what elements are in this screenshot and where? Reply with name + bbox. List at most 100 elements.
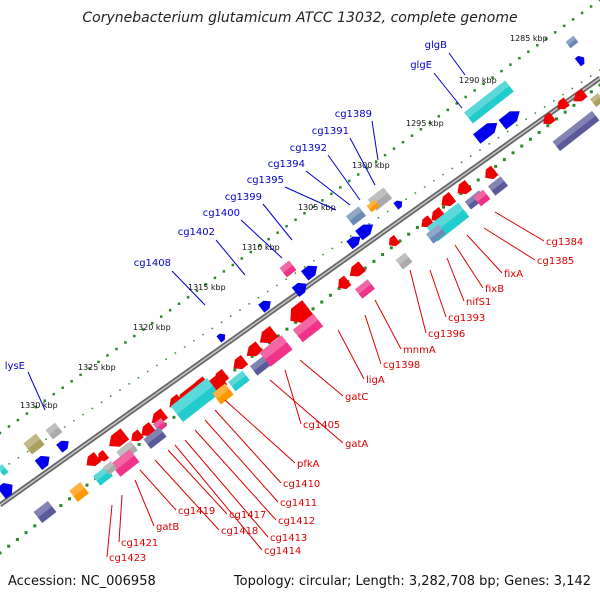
gene-arrow [98,449,110,462]
tick-dot [497,136,500,139]
gene-feature [45,422,63,440]
gene-shine [250,356,267,371]
label-leader [215,239,246,276]
gene-feature [152,417,168,433]
tick-dot [110,395,112,397]
label-leader [494,211,545,242]
gene-box [228,370,250,392]
gene-box [355,279,375,299]
gene-shine [143,427,163,445]
gene-shine [152,417,164,429]
tick-dot [330,192,333,196]
gene-shine [367,187,388,206]
tick-dot [45,438,47,440]
tick-dot [348,179,351,183]
gene-arrow [441,191,457,207]
gene-label: glgE [410,60,432,71]
gene-label: cg1414 [264,546,301,557]
gene-shine [102,460,114,472]
label-leader [409,269,427,334]
gene-label: cg1393 [448,313,485,324]
gene-shine [110,449,135,471]
tick-dot [460,161,463,164]
gene-label: fixA [504,269,523,280]
gene-arrow [246,341,263,357]
gene-arrow [338,275,352,290]
tick-dot [428,121,432,125]
tick-dot [511,151,515,155]
kbp-label: 1320 kbp [133,323,171,332]
gene-shine [69,482,85,497]
tick-dot [276,231,279,234]
gene-feature [389,234,401,247]
gene-arrow [543,112,556,125]
gene-arrow [0,483,13,499]
tick-dot [571,18,575,21]
gene-label: cg1417 [229,510,266,521]
tick-dot [85,483,89,487]
tick-dot [441,205,445,209]
gene-box [292,313,324,343]
tick-dot [177,302,181,305]
tick-dot [68,497,72,501]
tick-dot [470,155,472,157]
gene-feature [259,325,279,344]
gene-arrow [498,111,520,130]
tick-dot [543,106,546,108]
tick-dot [137,442,141,446]
gene-arrow [349,261,366,277]
tick-dot [195,289,199,293]
map-title: Corynebacterium glutamicum ATCC 13032, c… [82,10,518,26]
label-leader [106,504,113,558]
tick-dot [88,367,91,370]
label-leader [214,409,282,484]
tick-dot [580,81,583,84]
gene-feature [346,206,366,226]
position-labels: 1285 kbp 1290 kbp 1295 kbp 1300 kbp 1305 kbp… [20,34,548,410]
gene-label: cg1408 [134,258,171,269]
tick-dot [502,158,506,162]
gene-feature [102,460,118,476]
gene-box [488,176,508,196]
tick-dot [172,415,176,419]
gene-feature [110,449,140,477]
gene-arrow [573,88,588,102]
tick-dot [590,75,592,77]
tick-dot [276,284,278,287]
label-leader [349,137,376,186]
gene-box [170,377,220,423]
gene-label: cg1389 [335,109,372,120]
gene-feature [0,483,13,499]
gene-feature [131,429,144,442]
tick-dot [356,173,360,176]
tick-dot [562,93,564,96]
tick-dot [321,199,324,202]
tick-dot [258,244,261,247]
tick-dot [363,266,367,270]
gene-label: cg1398 [383,360,420,371]
tick-dot [115,347,118,351]
kbp-label: 1310 kbp [242,243,280,252]
gene-feature [69,482,89,502]
kbp-label: 1305 kbp [298,203,336,212]
gene-feature [366,199,380,213]
label-leader [433,72,463,109]
label-leader [305,170,351,206]
gene-arrow [485,165,499,180]
gene-shine [426,202,464,235]
label-leader [139,469,177,511]
gene-shine [395,252,409,265]
gene-feature [574,55,585,67]
tick-dot [415,225,419,229]
tick-dot [285,278,287,280]
tick-dot [230,315,232,317]
gene-label: ligA [366,375,385,386]
tick-dot [248,303,250,305]
gene-arrow [473,122,498,144]
gene-feature [338,275,352,290]
tick-dot [7,425,11,428]
gene-label: cg1411 [280,498,317,509]
tick-dot [509,63,512,66]
tick-dot [174,352,177,354]
tick-dot [398,239,402,243]
